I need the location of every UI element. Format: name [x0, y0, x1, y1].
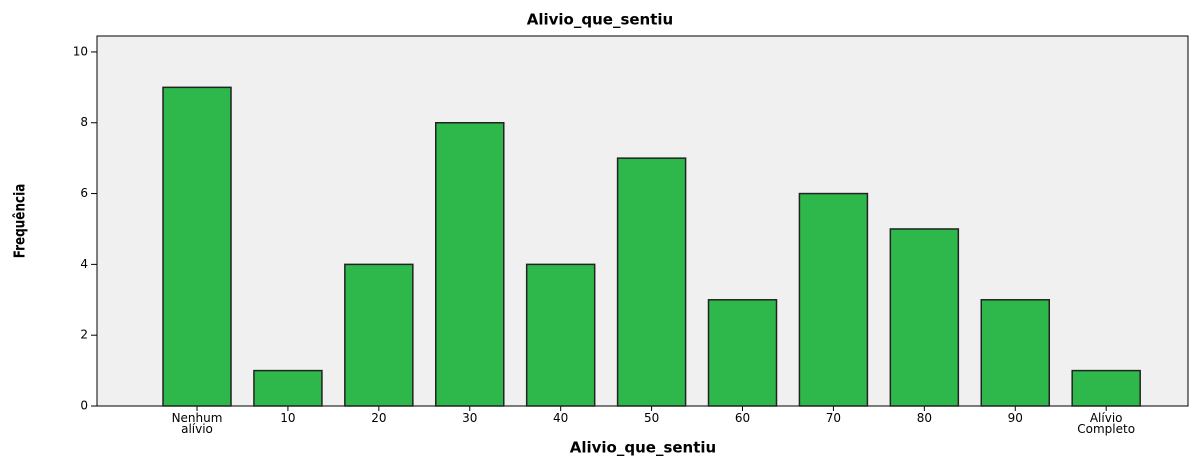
x-tick-label: Nenhum alívio: [171, 411, 223, 436]
y-tick-label: 8: [80, 115, 88, 129]
x-tick-label: 40: [553, 411, 569, 425]
bar: [162, 86, 232, 407]
x-tick-label: 60: [734, 411, 751, 425]
x-tick-label: 90: [1007, 411, 1023, 425]
bar: [435, 121, 505, 407]
y-tick-label: 6: [80, 186, 88, 200]
x-axis-label: Alivio_que_sentiu: [570, 439, 716, 457]
x-tick-label: 30: [462, 411, 478, 425]
bar: [525, 263, 596, 407]
y-tick-label: 0: [80, 399, 88, 413]
bar: [889, 228, 960, 407]
x-tick-label: 70: [825, 411, 842, 425]
bar: [980, 299, 1051, 407]
x-tick-label: 80: [916, 411, 932, 425]
x-tick-label: Alívio Completo: [1077, 411, 1136, 436]
bar: [616, 157, 687, 407]
bar: [344, 263, 414, 407]
x-tick-label: 20: [371, 411, 387, 425]
x-tick-label: 10: [280, 411, 296, 425]
bar: [707, 299, 778, 407]
y-axis-label: Frequência: [11, 184, 29, 259]
bar: [798, 192, 869, 407]
y-tick-label: 2: [80, 328, 88, 342]
bar: [253, 369, 323, 407]
chart-title: Alivio_que_sentiu: [527, 11, 673, 29]
x-tick-label: 50: [643, 411, 660, 425]
bar: [1071, 369, 1141, 407]
y-tick-label: 10: [73, 44, 88, 58]
y-tick-label: 4: [80, 257, 88, 271]
